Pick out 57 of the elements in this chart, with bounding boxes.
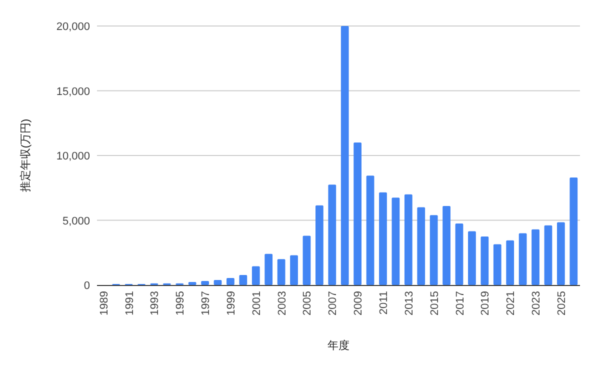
x-tick-label: 2021 xyxy=(505,291,518,316)
x-tick-label: 1995 xyxy=(174,291,187,316)
bar xyxy=(417,207,426,285)
bar xyxy=(214,280,222,285)
x-tick-label: 1993 xyxy=(149,291,162,316)
y-axis-title: 推定年収(万円) xyxy=(19,118,32,192)
bar xyxy=(315,205,324,285)
bar xyxy=(455,223,464,285)
bar xyxy=(506,240,514,285)
x-tick-label: 2005 xyxy=(302,291,314,316)
x-tick-label: 2001 xyxy=(250,291,263,316)
bar xyxy=(302,236,311,285)
bar xyxy=(392,198,400,285)
bar xyxy=(518,233,527,285)
x-tick-label: 2015 xyxy=(428,291,441,316)
bar xyxy=(239,275,248,285)
bar xyxy=(404,194,412,285)
y-tick-label: 10,000 xyxy=(56,150,90,162)
bar xyxy=(366,176,374,285)
y-tick-label: 0 xyxy=(84,280,90,292)
y-tick-label: 15,000 xyxy=(56,86,90,98)
bar xyxy=(442,206,450,285)
x-tick-label: 1999 xyxy=(225,291,238,316)
bar xyxy=(570,178,578,285)
x-tick-label: 1997 xyxy=(200,291,212,316)
y-tick-label: 20,000 xyxy=(56,21,90,33)
bar xyxy=(544,225,552,285)
bar xyxy=(379,192,387,285)
bar xyxy=(532,229,540,285)
bar xyxy=(328,184,336,285)
x-tick-label: 2013 xyxy=(403,291,416,316)
x-tick-label: 2011 xyxy=(378,291,390,315)
x-tick-label: 2023 xyxy=(530,291,543,316)
x-tick-label: 1991 xyxy=(124,291,136,316)
bar xyxy=(468,231,476,285)
bar xyxy=(430,215,438,285)
bar xyxy=(277,259,286,285)
bar xyxy=(188,282,196,285)
x-tick-label: 2025 xyxy=(556,291,568,316)
x-tick-label: 2019 xyxy=(480,291,492,316)
bar xyxy=(480,236,489,285)
x-tick-label: 2007 xyxy=(327,291,340,316)
bar xyxy=(556,222,565,285)
bar xyxy=(354,142,362,285)
bar xyxy=(252,266,260,285)
bar xyxy=(264,254,273,285)
x-tick-label: 2017 xyxy=(454,291,466,316)
x-tick-label: 1989 xyxy=(98,291,110,316)
y-tick-label: 5,000 xyxy=(62,215,90,228)
bar xyxy=(493,244,502,285)
x-tick-label: 2003 xyxy=(276,291,288,316)
bar xyxy=(226,278,234,285)
bar xyxy=(201,280,209,285)
bar xyxy=(290,255,298,285)
bar xyxy=(340,26,349,285)
x-axis-title: 年度 xyxy=(328,339,350,352)
x-tick-label: 2009 xyxy=(352,291,365,316)
